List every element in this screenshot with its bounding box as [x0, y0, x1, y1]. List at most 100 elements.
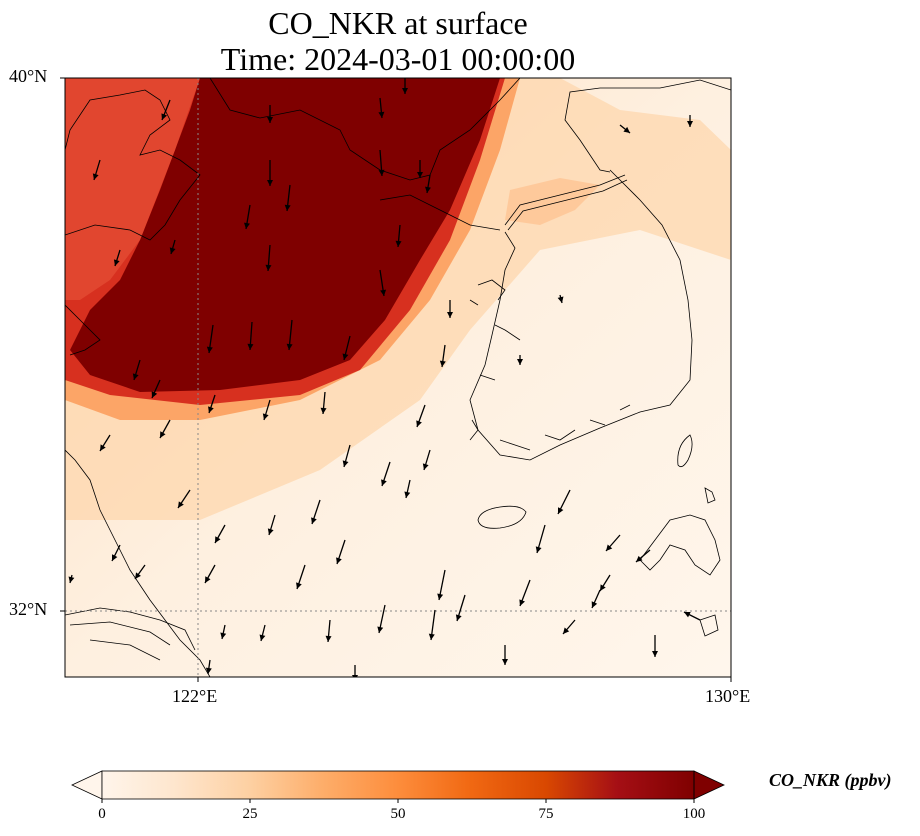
wind-arrowhead	[428, 633, 435, 640]
wind-arrowhead	[262, 413, 269, 420]
wind-arrowhead	[652, 651, 658, 657]
wind-arrowhead	[135, 572, 141, 579]
wind-arrowhead	[161, 113, 168, 120]
jeju-island	[477, 505, 527, 529]
wind-arrowhead	[404, 491, 411, 498]
wind-arrowhead	[113, 259, 120, 266]
wind-arrowhead	[417, 172, 423, 178]
wind-arrowhead	[378, 111, 385, 118]
wind-arrowhead	[380, 289, 387, 296]
wind-arrowhead	[684, 612, 691, 618]
wind-arrowhead	[606, 544, 613, 551]
wind-arrowhead	[416, 420, 422, 427]
colorbar-tick-50: 50	[390, 806, 406, 822]
wind-arrowhead	[160, 431, 166, 438]
yangtze-mouth	[65, 607, 196, 661]
bohai-coast	[209, 78, 521, 181]
wind-arrowhead	[244, 222, 250, 229]
wind-arrowhead	[336, 557, 342, 564]
wind-arrowhead	[447, 312, 453, 318]
wind-arrowhead	[267, 528, 274, 535]
map-frame	[64, 77, 732, 678]
colorbar-tick-75: 75	[538, 806, 554, 822]
wind-arrowhead	[100, 444, 106, 451]
wind-arrowhead	[205, 576, 211, 583]
wind-arrowhead	[286, 343, 293, 350]
wind-arrowhead	[636, 555, 643, 562]
wind-arrowhead	[215, 536, 221, 543]
colorbar-extend-max	[693, 770, 725, 800]
wind-arrowhead	[206, 346, 213, 353]
wind-arrowhead	[563, 627, 570, 634]
wind-vectors	[68, 78, 701, 677]
yalu-border-2	[507, 179, 628, 231]
korea-west-islands	[469, 279, 631, 451]
wind-arrowhead	[519, 599, 525, 606]
wind-arrowhead	[557, 296, 564, 303]
wind-arrowhead	[267, 117, 273, 123]
wind-arrowhead	[395, 240, 402, 247]
wind-arrowhead	[284, 204, 291, 211]
lon-label-130e: 130°E	[705, 686, 751, 706]
wind-arrowhead	[377, 626, 384, 633]
wind-arrowhead	[558, 507, 564, 514]
japan-islands	[639, 434, 721, 637]
chart-subtitle-time: Time: 2024-03-01 00:00:00	[220, 41, 576, 77]
field-west-red	[65, 78, 200, 300]
wind-arrowhead	[267, 180, 273, 186]
wind-arrowhead	[600, 584, 606, 591]
yalu-border	[504, 174, 626, 226]
gridlines	[65, 78, 731, 677]
shandong-coast	[65, 89, 201, 241]
wind-arrowhead	[112, 554, 118, 561]
wind-arrowhead	[342, 353, 349, 360]
axis-ticks	[60, 77, 732, 682]
colorbar-tick-25: 25	[242, 806, 258, 822]
china-east-coast	[65, 449, 211, 677]
wind-arrowhead	[92, 173, 99, 180]
wind-arrowhead	[422, 463, 429, 470]
field-east-glow	[505, 178, 600, 225]
wind-arrowhead	[378, 169, 385, 176]
colorbar-tick-0: 0	[98, 806, 106, 822]
wind-arrowhead	[178, 501, 184, 508]
wind-arrowhead	[425, 186, 431, 193]
wind-arrowhead	[381, 479, 387, 486]
wind-arrowhead	[151, 391, 158, 398]
wind-arrowhead	[402, 88, 408, 94]
wind-arrowhead	[205, 667, 212, 674]
wind-arrowhead	[311, 517, 317, 524]
wind-arrowhead	[342, 460, 349, 467]
colorbar-title: CO_NKR (ppbv)	[769, 770, 892, 790]
colorbar-extend-min	[71, 770, 103, 800]
wind-arrowhead	[517, 359, 523, 365]
wind-arrowhead	[296, 582, 302, 589]
wind-arrowhead	[439, 360, 446, 367]
wind-arrowhead	[169, 247, 176, 254]
wind-arrowhead	[320, 407, 327, 414]
lat-label-40n: 40°N	[9, 66, 48, 86]
wind-arrowhead	[535, 546, 542, 553]
wind-arrowhead	[687, 121, 693, 127]
wind-arrowhead	[591, 601, 598, 608]
liaodong-coast	[379, 194, 501, 231]
lon-label-122e: 122°E	[172, 686, 218, 706]
shandong-south	[65, 304, 101, 356]
wind-arrowhead	[623, 126, 630, 133]
wind-arrowhead	[68, 576, 75, 583]
wind-arrowhead	[259, 634, 266, 641]
colorbar-tick-100: 100	[682, 806, 706, 822]
wind-arrowhead	[437, 593, 444, 600]
wind-arrowhead	[247, 343, 254, 350]
coastlines	[65, 78, 731, 677]
wind-arrowhead	[455, 614, 462, 621]
north-coast	[564, 79, 731, 173]
chart-title: CO_NKR at surface	[268, 5, 528, 41]
wind-arrowhead	[132, 373, 139, 380]
colorbar-gradient	[102, 771, 694, 799]
wind-arrowhead	[325, 635, 332, 642]
field-core-darkred	[70, 78, 500, 392]
lat-label-32n: 32°N	[9, 599, 48, 619]
